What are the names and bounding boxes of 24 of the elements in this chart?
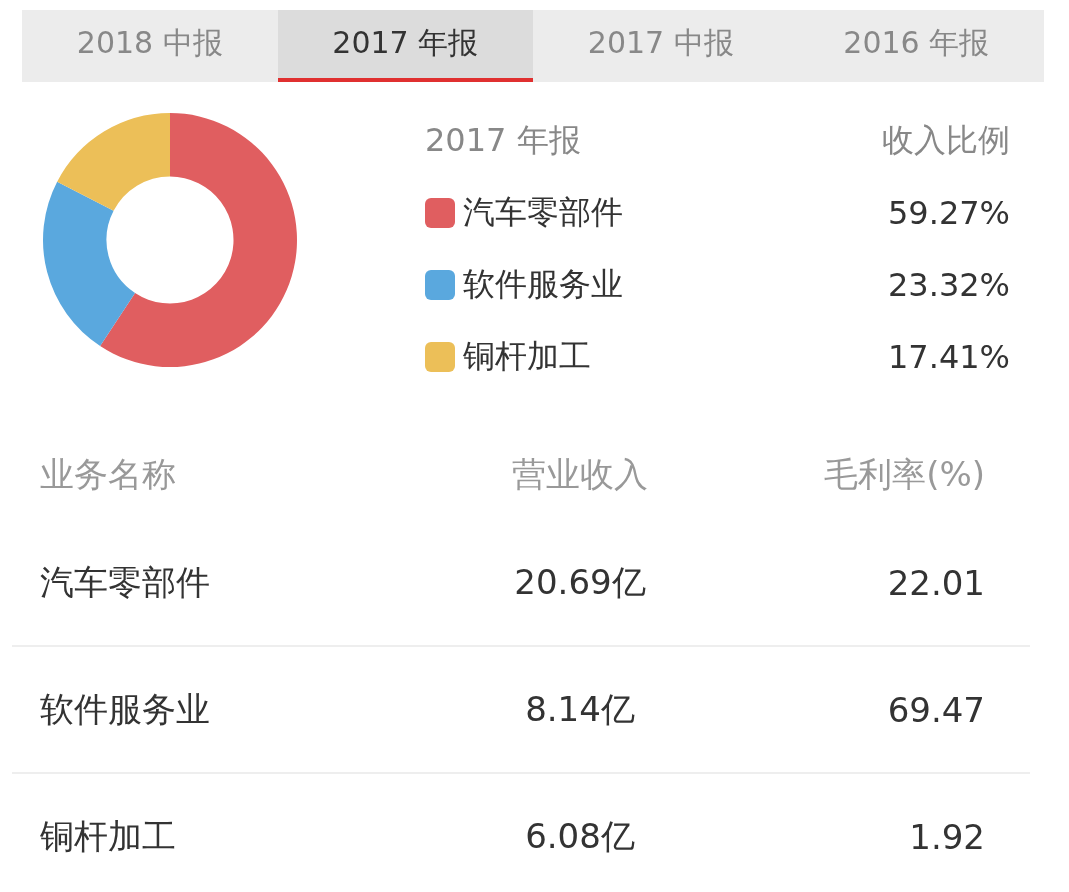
text: 2017 中报	[586, 24, 735, 62]
data-label: 59.27%	[887, 194, 1010, 232]
text: 2016 年报	[842, 24, 991, 62]
text: 22.01	[886, 562, 986, 603]
data-label: 23.32%	[887, 266, 1010, 304]
text: 2017 年报	[277, 10, 533, 82]
legend-label: 铜杆加工	[463, 336, 592, 377]
data-label: 17.41%	[887, 338, 1010, 376]
text: 69.47	[886, 689, 986, 730]
text: 铜杆加工	[39, 814, 177, 858]
text: 2018 中报	[75, 24, 224, 62]
legend-title: 收入比例	[882, 120, 1010, 161]
text: 营业收入	[511, 453, 649, 496]
text: 8.14亿	[524, 687, 636, 731]
chart-title: 2017 年报	[425, 120, 582, 161]
text: 软件服务业	[39, 687, 211, 731]
legend-label: 汽车零部件	[463, 192, 624, 233]
legend-label: 软件服务业	[463, 264, 624, 305]
text: 1.92	[908, 816, 986, 857]
text: 汽车零部件	[39, 560, 211, 604]
text: 毛利率(%)	[823, 453, 986, 496]
text: 20.69亿	[513, 560, 647, 604]
text: 业务名称	[39, 453, 177, 496]
text: 6.08亿	[524, 814, 636, 858]
